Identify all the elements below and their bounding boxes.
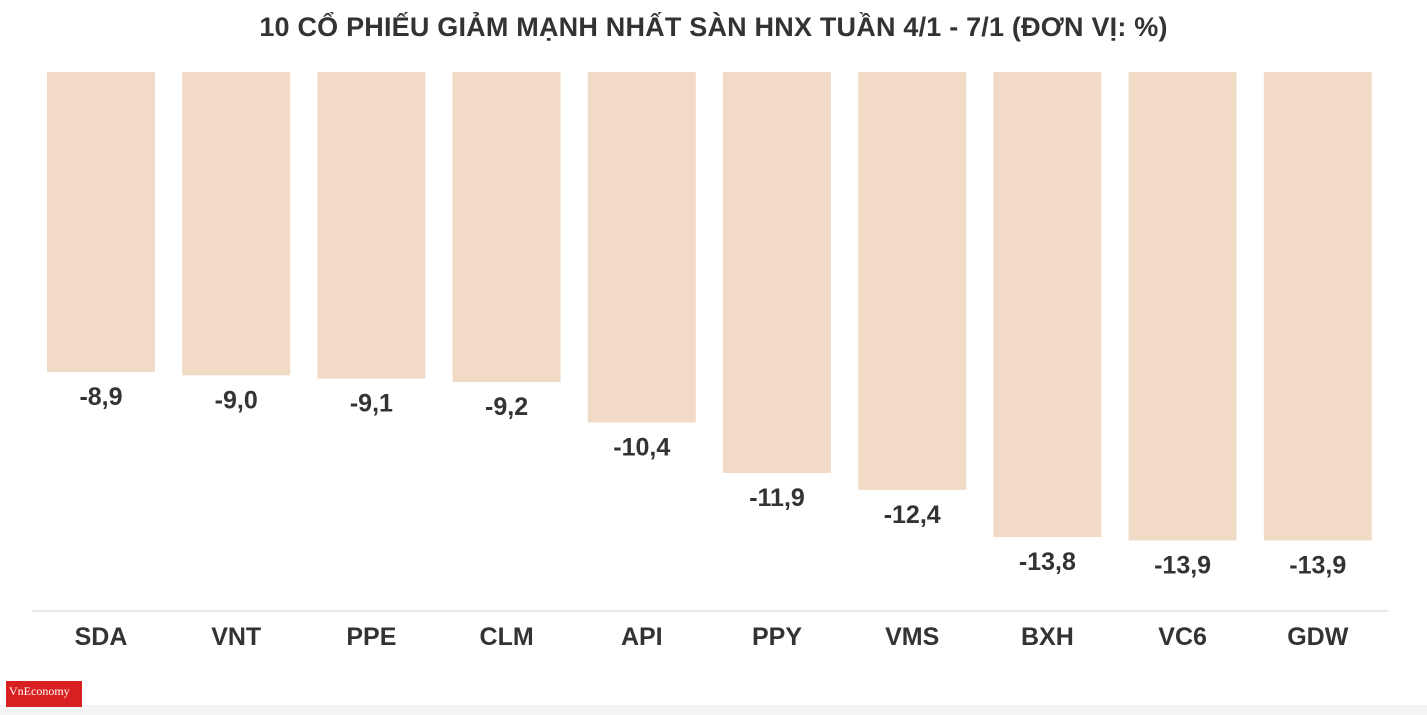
category-label-api: API <box>621 623 663 651</box>
data-label-gdw: -13,9 <box>1289 551 1346 579</box>
bar-bxh <box>993 72 1102 538</box>
brand-logo: VnEconomy <box>6 681 82 707</box>
category-label-clm: CLM <box>480 623 534 651</box>
bar-api <box>587 72 696 423</box>
data-label-ppy: -11,9 <box>749 484 805 512</box>
bar-gdw <box>1263 72 1372 541</box>
category-label-vc6: VC6 <box>1158 623 1207 651</box>
category-label-gdw: GDW <box>1287 623 1349 651</box>
data-label-sda: -8,9 <box>79 383 122 411</box>
data-label-vc6: -13,9 <box>1154 551 1211 579</box>
category-label-ppe: PPE <box>346 623 396 651</box>
bar-vms <box>858 72 967 490</box>
data-label-clm: -9,2 <box>485 393 528 421</box>
data-label-bxh: -13,8 <box>1019 548 1076 576</box>
bar-ppy <box>723 72 831 474</box>
footer-strip <box>0 705 1427 715</box>
bar-chart: -8,9 SDA -9,0 VNT -9,1 PPE -9,2 CLM -10,4 API -11,… <box>32 72 1388 651</box>
category-label-vms: VMS <box>885 623 939 651</box>
data-label-vnt: -9,0 <box>215 386 258 414</box>
bar-clm <box>452 72 561 383</box>
bar-vnt <box>182 72 291 376</box>
data-label-vms: -12,4 <box>884 501 941 529</box>
category-label-vnt: VNT <box>211 623 261 651</box>
data-label-api: -10,4 <box>613 433 670 461</box>
chart-title: 10 CỔ PHIẾU GIẢM MẠNH NHẤT SÀN HNX TUẦN … <box>259 12 1168 42</box>
data-label-ppe: -9,1 <box>350 390 393 418</box>
category-label-ppy: PPY <box>752 623 802 651</box>
category-label-sda: SDA <box>75 623 128 651</box>
bar-sda <box>47 72 155 372</box>
bar-ppe <box>317 72 426 379</box>
category-label-bxh: BXH <box>1021 623 1074 651</box>
bar-vc6 <box>1128 72 1237 541</box>
